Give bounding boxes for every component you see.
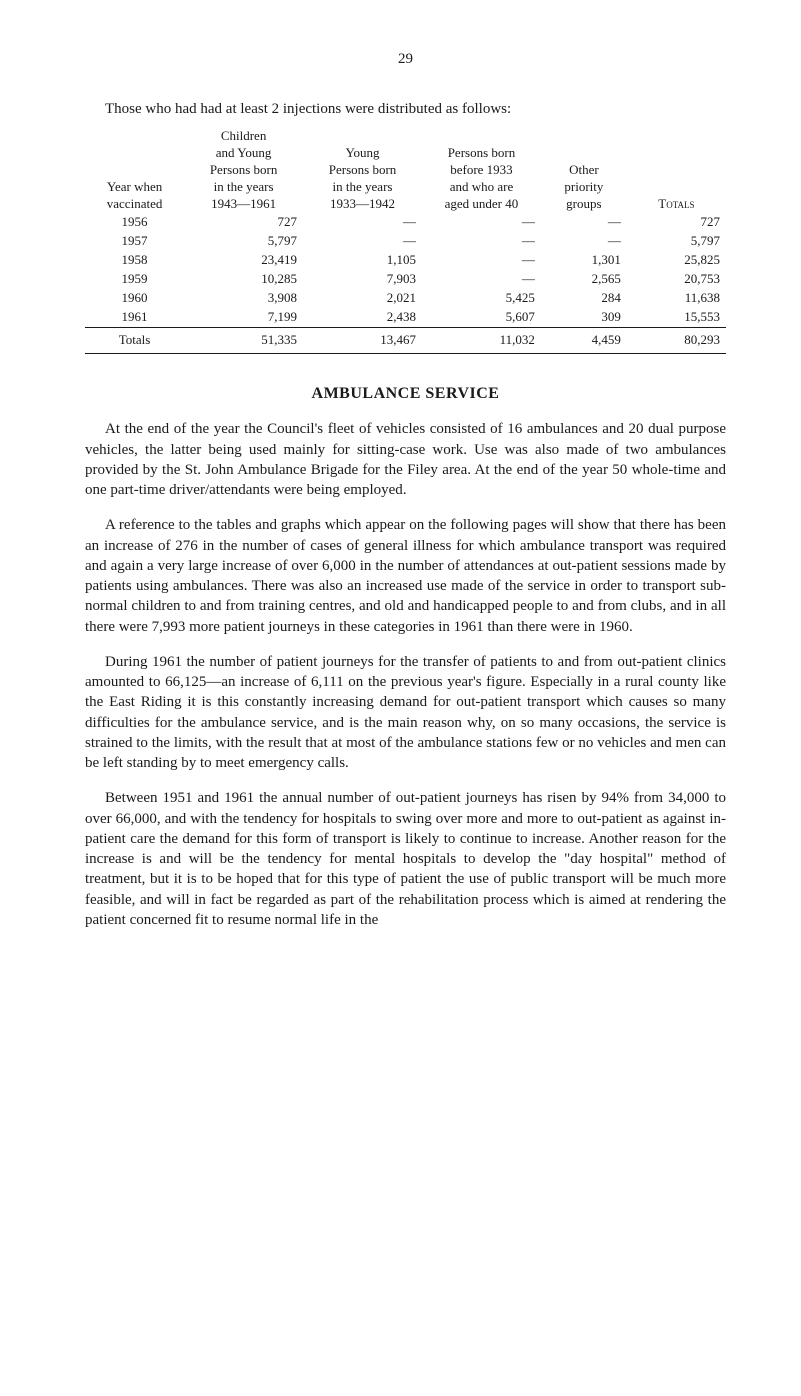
table-row: 1957 5,797 — — — 5,797 <box>85 232 726 251</box>
cell-year: 1960 <box>85 289 184 308</box>
cell-c2-total: 51,335 <box>184 327 303 353</box>
table-row: 1959 10,285 7,903 — 2,565 20,753 <box>85 270 726 289</box>
cell-c2: 3,908 <box>184 289 303 308</box>
body-paragraph-4: Between 1951 and 1961 the annual number … <box>85 788 726 930</box>
intro-paragraph: Those who had had at least 2 injections … <box>85 100 726 120</box>
cell-c5: 309 <box>541 308 627 327</box>
col-header-young: YoungPersons bornin the years1933—1942 <box>303 127 422 213</box>
cell-c6: 11,638 <box>627 289 726 308</box>
cell-c5: 1,301 <box>541 251 627 270</box>
cell-c4: — <box>422 213 541 232</box>
cell-c5: 2,565 <box>541 270 627 289</box>
cell-year: 1956 <box>85 213 184 232</box>
cell-c3: 1,105 <box>303 251 422 270</box>
table-row: 1958 23,419 1,105 — 1,301 25,825 <box>85 251 726 270</box>
cell-c5: — <box>541 213 627 232</box>
cell-c5: 284 <box>541 289 627 308</box>
cell-c2: 10,285 <box>184 270 303 289</box>
cell-year-total: Totals <box>85 327 184 353</box>
table-header-row: Year whenvaccinated Childrenand YoungPer… <box>85 127 726 213</box>
cell-c3: — <box>303 232 422 251</box>
cell-c2: 23,419 <box>184 251 303 270</box>
cell-c2: 5,797 <box>184 232 303 251</box>
cell-c4-total: 11,032 <box>422 327 541 353</box>
cell-c6: 727 <box>627 213 726 232</box>
cell-c4: — <box>422 251 541 270</box>
table-body: 1956 727 — — — 727 1957 5,797 — — — 5,79… <box>85 213 726 353</box>
cell-c6: 25,825 <box>627 251 726 270</box>
cell-c6: 15,553 <box>627 308 726 327</box>
cell-c6: 5,797 <box>627 232 726 251</box>
col-header-year: Year whenvaccinated <box>85 127 184 213</box>
cell-year: 1957 <box>85 232 184 251</box>
cell-year: 1959 <box>85 270 184 289</box>
col-header-before1933: Persons bornbefore 1933and who areaged u… <box>422 127 541 213</box>
cell-c5: — <box>541 232 627 251</box>
cell-c6-total: 80,293 <box>627 327 726 353</box>
body-paragraph-2: A reference to the tables and graphs whi… <box>85 515 726 637</box>
cell-c2: 727 <box>184 213 303 232</box>
cell-c4: 5,425 <box>422 289 541 308</box>
table-totals-row: Totals 51,335 13,467 11,032 4,459 80,293 <box>85 327 726 353</box>
cell-c4: — <box>422 232 541 251</box>
cell-c3: 2,021 <box>303 289 422 308</box>
cell-c5-total: 4,459 <box>541 327 627 353</box>
cell-c6: 20,753 <box>627 270 726 289</box>
vaccination-table-container: Year whenvaccinated Childrenand YoungPer… <box>85 127 726 354</box>
cell-c3: — <box>303 213 422 232</box>
cell-c2: 7,199 <box>184 308 303 327</box>
cell-year: 1961 <box>85 308 184 327</box>
col-header-totals: Totals <box>627 127 726 213</box>
body-paragraph-3: During 1961 the number of patient journe… <box>85 652 726 774</box>
cell-c4: — <box>422 270 541 289</box>
page-number: 29 <box>85 50 726 70</box>
table-row: 1960 3,908 2,021 5,425 284 11,638 <box>85 289 726 308</box>
cell-c3-total: 13,467 <box>303 327 422 353</box>
cell-c3: 2,438 <box>303 308 422 327</box>
vaccination-table: Year whenvaccinated Childrenand YoungPer… <box>85 127 726 354</box>
cell-c4: 5,607 <box>422 308 541 327</box>
cell-year: 1958 <box>85 251 184 270</box>
cell-c3: 7,903 <box>303 270 422 289</box>
col-header-other: Otherprioritygroups <box>541 127 627 213</box>
ambulance-service-heading: AMBULANCE SERVICE <box>85 384 726 405</box>
table-row: 1961 7,199 2,438 5,607 309 15,553 <box>85 308 726 327</box>
body-paragraph-1: At the end of the year the Council's fle… <box>85 419 726 500</box>
col-header-children: Childrenand YoungPersons bornin the year… <box>184 127 303 213</box>
table-row: 1956 727 — — — 727 <box>85 213 726 232</box>
